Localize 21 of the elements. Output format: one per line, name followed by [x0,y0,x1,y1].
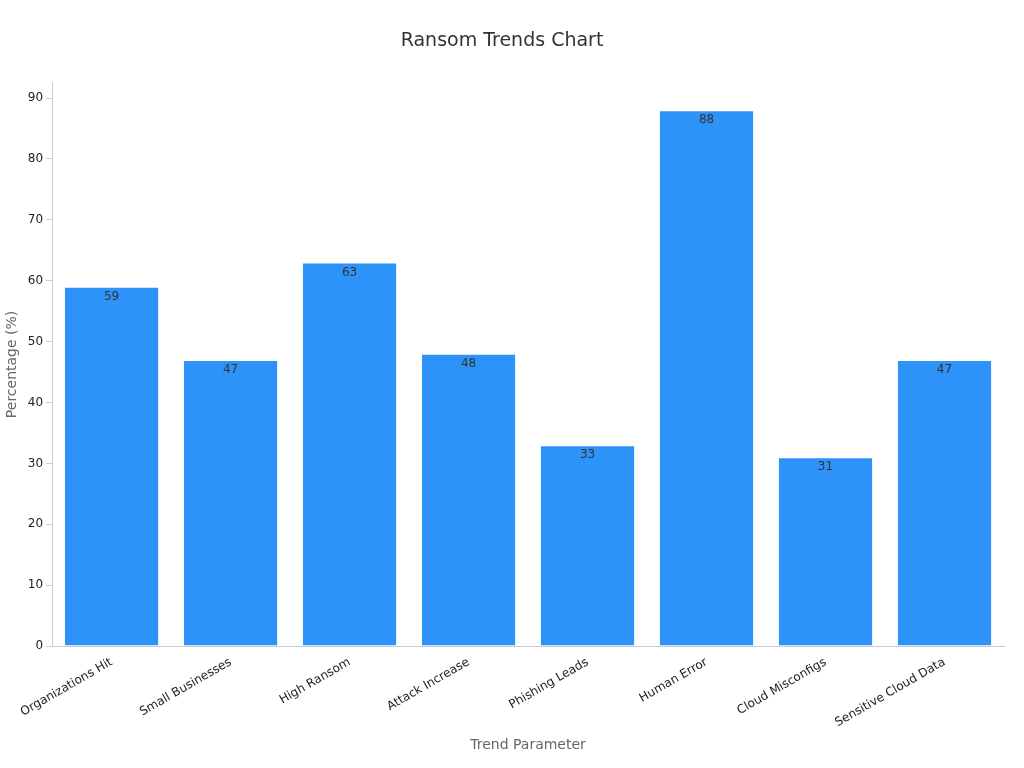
y-tick-label: 10 [27,577,44,592]
y-tick-label: 50 [27,333,44,348]
y-tick-label: 20 [27,516,44,531]
data-label: 59 [103,288,120,303]
data-label: 33 [579,447,596,462]
y-tick-label: 60 [27,272,44,287]
chart-title: Ransom Trends Chart [400,28,604,51]
data-label: 31 [817,459,834,474]
y-tick-label: 70 [27,211,44,226]
data-label: 47 [936,362,953,376]
data-label: 88 [698,112,715,127]
y-axis-title: Percentage (%) [3,310,20,419]
y-tick-label: 0 [35,638,44,653]
y-tick-label: 80 [27,151,44,166]
x-axis-title: Trend Parameter [469,736,587,753]
y-tick-label: 90 [27,90,44,105]
y-tick-label: 40 [27,394,44,409]
data-label: 63 [341,264,358,279]
y-tick-label: 30 [27,455,44,470]
data-label: 47 [222,362,239,376]
data-label: 48 [460,355,477,370]
